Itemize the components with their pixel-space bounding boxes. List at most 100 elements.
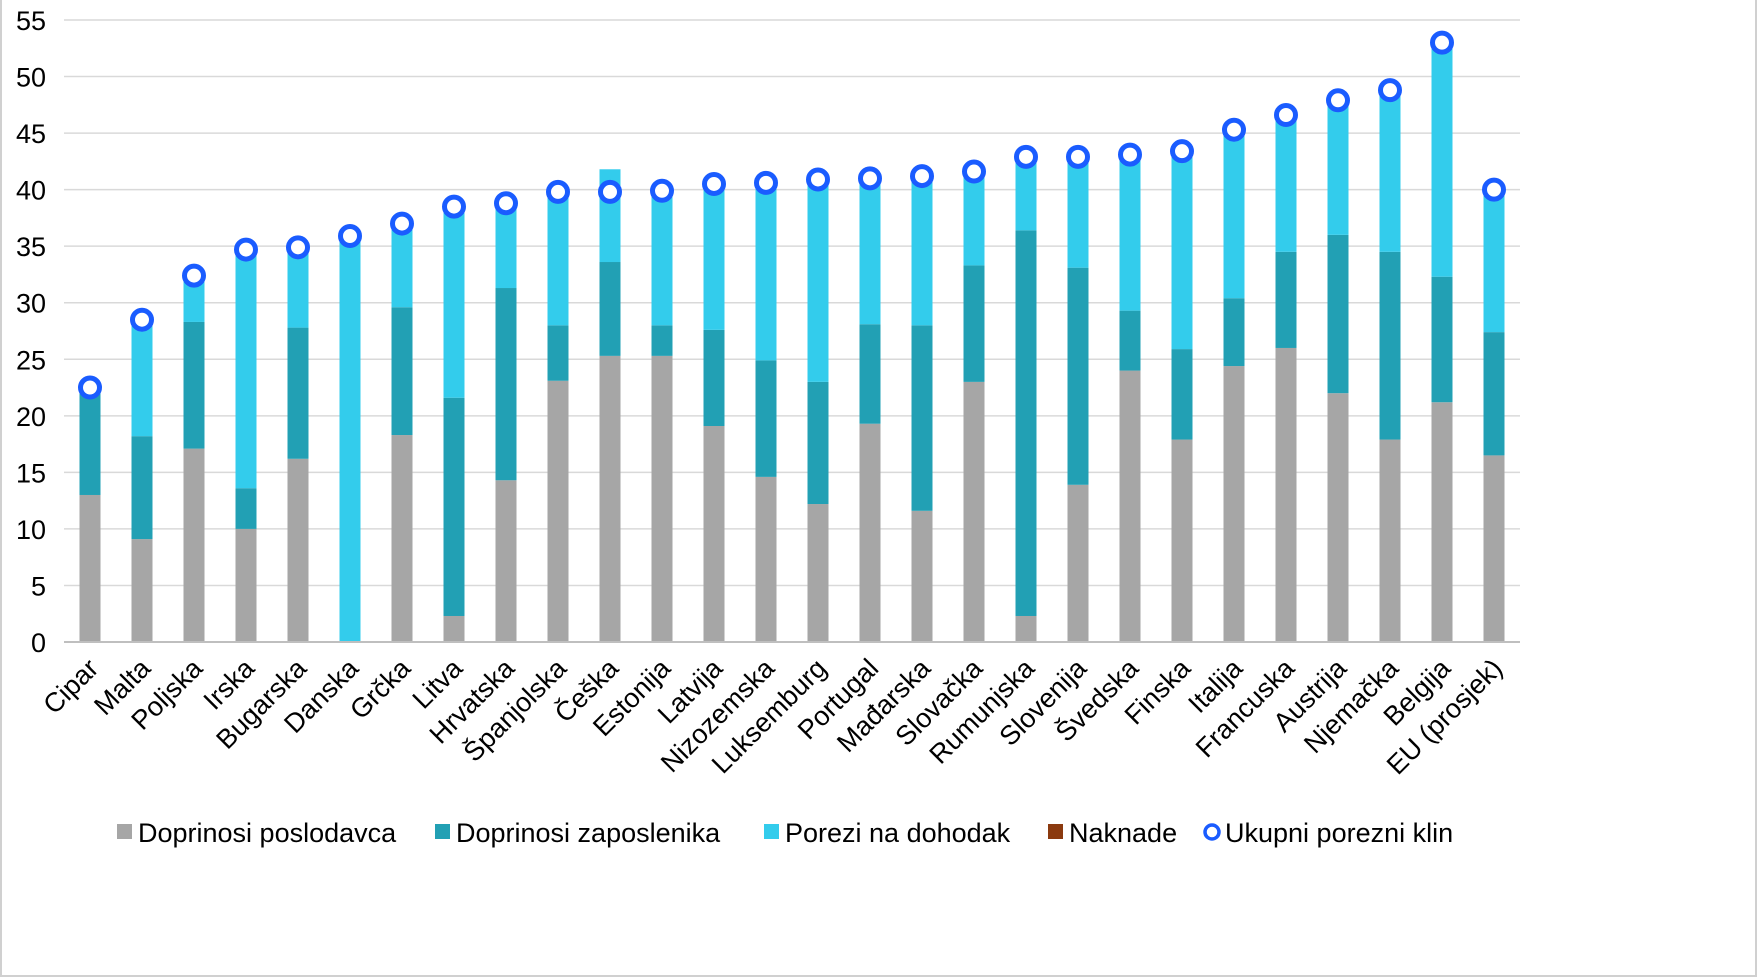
total-marker (442, 194, 466, 219)
bar-segment (79, 393, 101, 495)
bar-segment (755, 360, 777, 477)
total-marker (130, 307, 154, 332)
bar-segment (755, 476, 777, 642)
total-marker (1066, 144, 1090, 169)
bar-segment (391, 307, 413, 436)
bar-segment (1067, 156, 1089, 268)
bar-segment (1483, 332, 1505, 456)
y-tick-label: 45 (16, 119, 46, 149)
bar-segment (495, 480, 517, 642)
y-tick-label: 5 (31, 571, 46, 601)
total-marker (1482, 177, 1506, 202)
total-marker (1014, 144, 1038, 169)
bar-segment (1275, 251, 1297, 348)
y-tick-label: 10 (16, 515, 46, 545)
total-marker (78, 375, 102, 400)
bar-segment (859, 178, 881, 325)
bar-segment (183, 448, 205, 642)
total-marker (390, 211, 414, 236)
bar-segment (1275, 347, 1297, 642)
bar-segment (1431, 42, 1453, 277)
gridlines (64, 19, 1520, 587)
legend-label: Naknade (1069, 818, 1177, 848)
bar-segment (1327, 234, 1349, 394)
y-tick-label: 40 (16, 176, 46, 206)
bar-segment (391, 223, 413, 308)
bar-segment (235, 249, 257, 489)
bar-segment (443, 397, 465, 616)
total-marker (598, 179, 622, 204)
y-tick-label: 20 (16, 402, 46, 432)
bar-segment (755, 182, 777, 361)
legend-swatch (764, 824, 779, 839)
bar-segment (807, 179, 829, 382)
bar-segment (807, 504, 829, 642)
bar-segment (1171, 151, 1193, 350)
total-marker (1326, 88, 1350, 113)
total-marker (962, 159, 986, 184)
bar-segment (1327, 393, 1349, 642)
bar-segment (859, 324, 881, 424)
bar-segment (599, 355, 621, 642)
bar-segment (1431, 276, 1453, 403)
bar-segment (1119, 154, 1141, 311)
total-marker (286, 235, 310, 260)
legend-label: Porezi na dohodak (785, 818, 1011, 848)
x-axis: CiparMaltaPoljskaIrskaBugarskaDanskaGrčk… (37, 652, 1508, 781)
bar-segment (547, 380, 569, 642)
total-marker (234, 237, 258, 262)
bar-segment (235, 528, 257, 642)
bar-segment (703, 183, 725, 330)
bar-segment (339, 236, 361, 642)
y-tick-label: 30 (16, 289, 46, 319)
bar-segment (391, 435, 413, 642)
bar-segment (703, 425, 725, 642)
bar-segment (911, 510, 933, 642)
bar-segment (131, 539, 153, 642)
bar-segment (443, 206, 465, 398)
bar-segment (1223, 129, 1245, 299)
y-tick-label: 35 (16, 232, 46, 262)
bar-segment (963, 171, 985, 266)
total-marker (1378, 78, 1402, 103)
bar-segment (1119, 370, 1141, 642)
total-marker (858, 166, 882, 191)
bar-segment (443, 615, 465, 642)
bar-segment (235, 488, 257, 529)
bar-segment (1379, 251, 1401, 440)
bar-segment (703, 329, 725, 426)
bar-segment (963, 265, 985, 382)
bar-segment (547, 325, 569, 381)
legend: Doprinosi poslodavca Doprinosi zaposlenik… (117, 818, 1453, 848)
total-marker (650, 178, 674, 203)
total-marker (494, 191, 518, 216)
bar-segment (1067, 484, 1089, 642)
bar-segment (1119, 310, 1141, 371)
total-marker (1430, 30, 1454, 55)
total-marker (910, 164, 934, 189)
bar-segment (183, 275, 205, 322)
y-tick-label: 15 (16, 458, 46, 488)
total-marker (546, 179, 570, 204)
bar-segment (807, 381, 829, 505)
bar-segment (1015, 230, 1037, 616)
y-tick-label: 55 (16, 6, 46, 36)
legend-swatch (435, 824, 450, 839)
y-axis: 0 5 10 15 20 25 30 35 40 45 50 55 (16, 6, 46, 658)
total-marker (1274, 102, 1298, 127)
bar-segment (651, 355, 673, 642)
bar-segment (963, 381, 985, 642)
bar-segment (287, 327, 309, 459)
bar-segment (651, 325, 673, 356)
x-category-label: Grčka (344, 652, 417, 725)
bar-segment (911, 325, 933, 511)
y-tick-label: 25 (16, 345, 46, 375)
total-marker (1170, 139, 1194, 164)
total-marker (182, 263, 206, 288)
bar-segment (1223, 366, 1245, 642)
bar-segment (495, 203, 517, 289)
bar-segment (1067, 267, 1089, 485)
bar-segment (1171, 349, 1193, 440)
